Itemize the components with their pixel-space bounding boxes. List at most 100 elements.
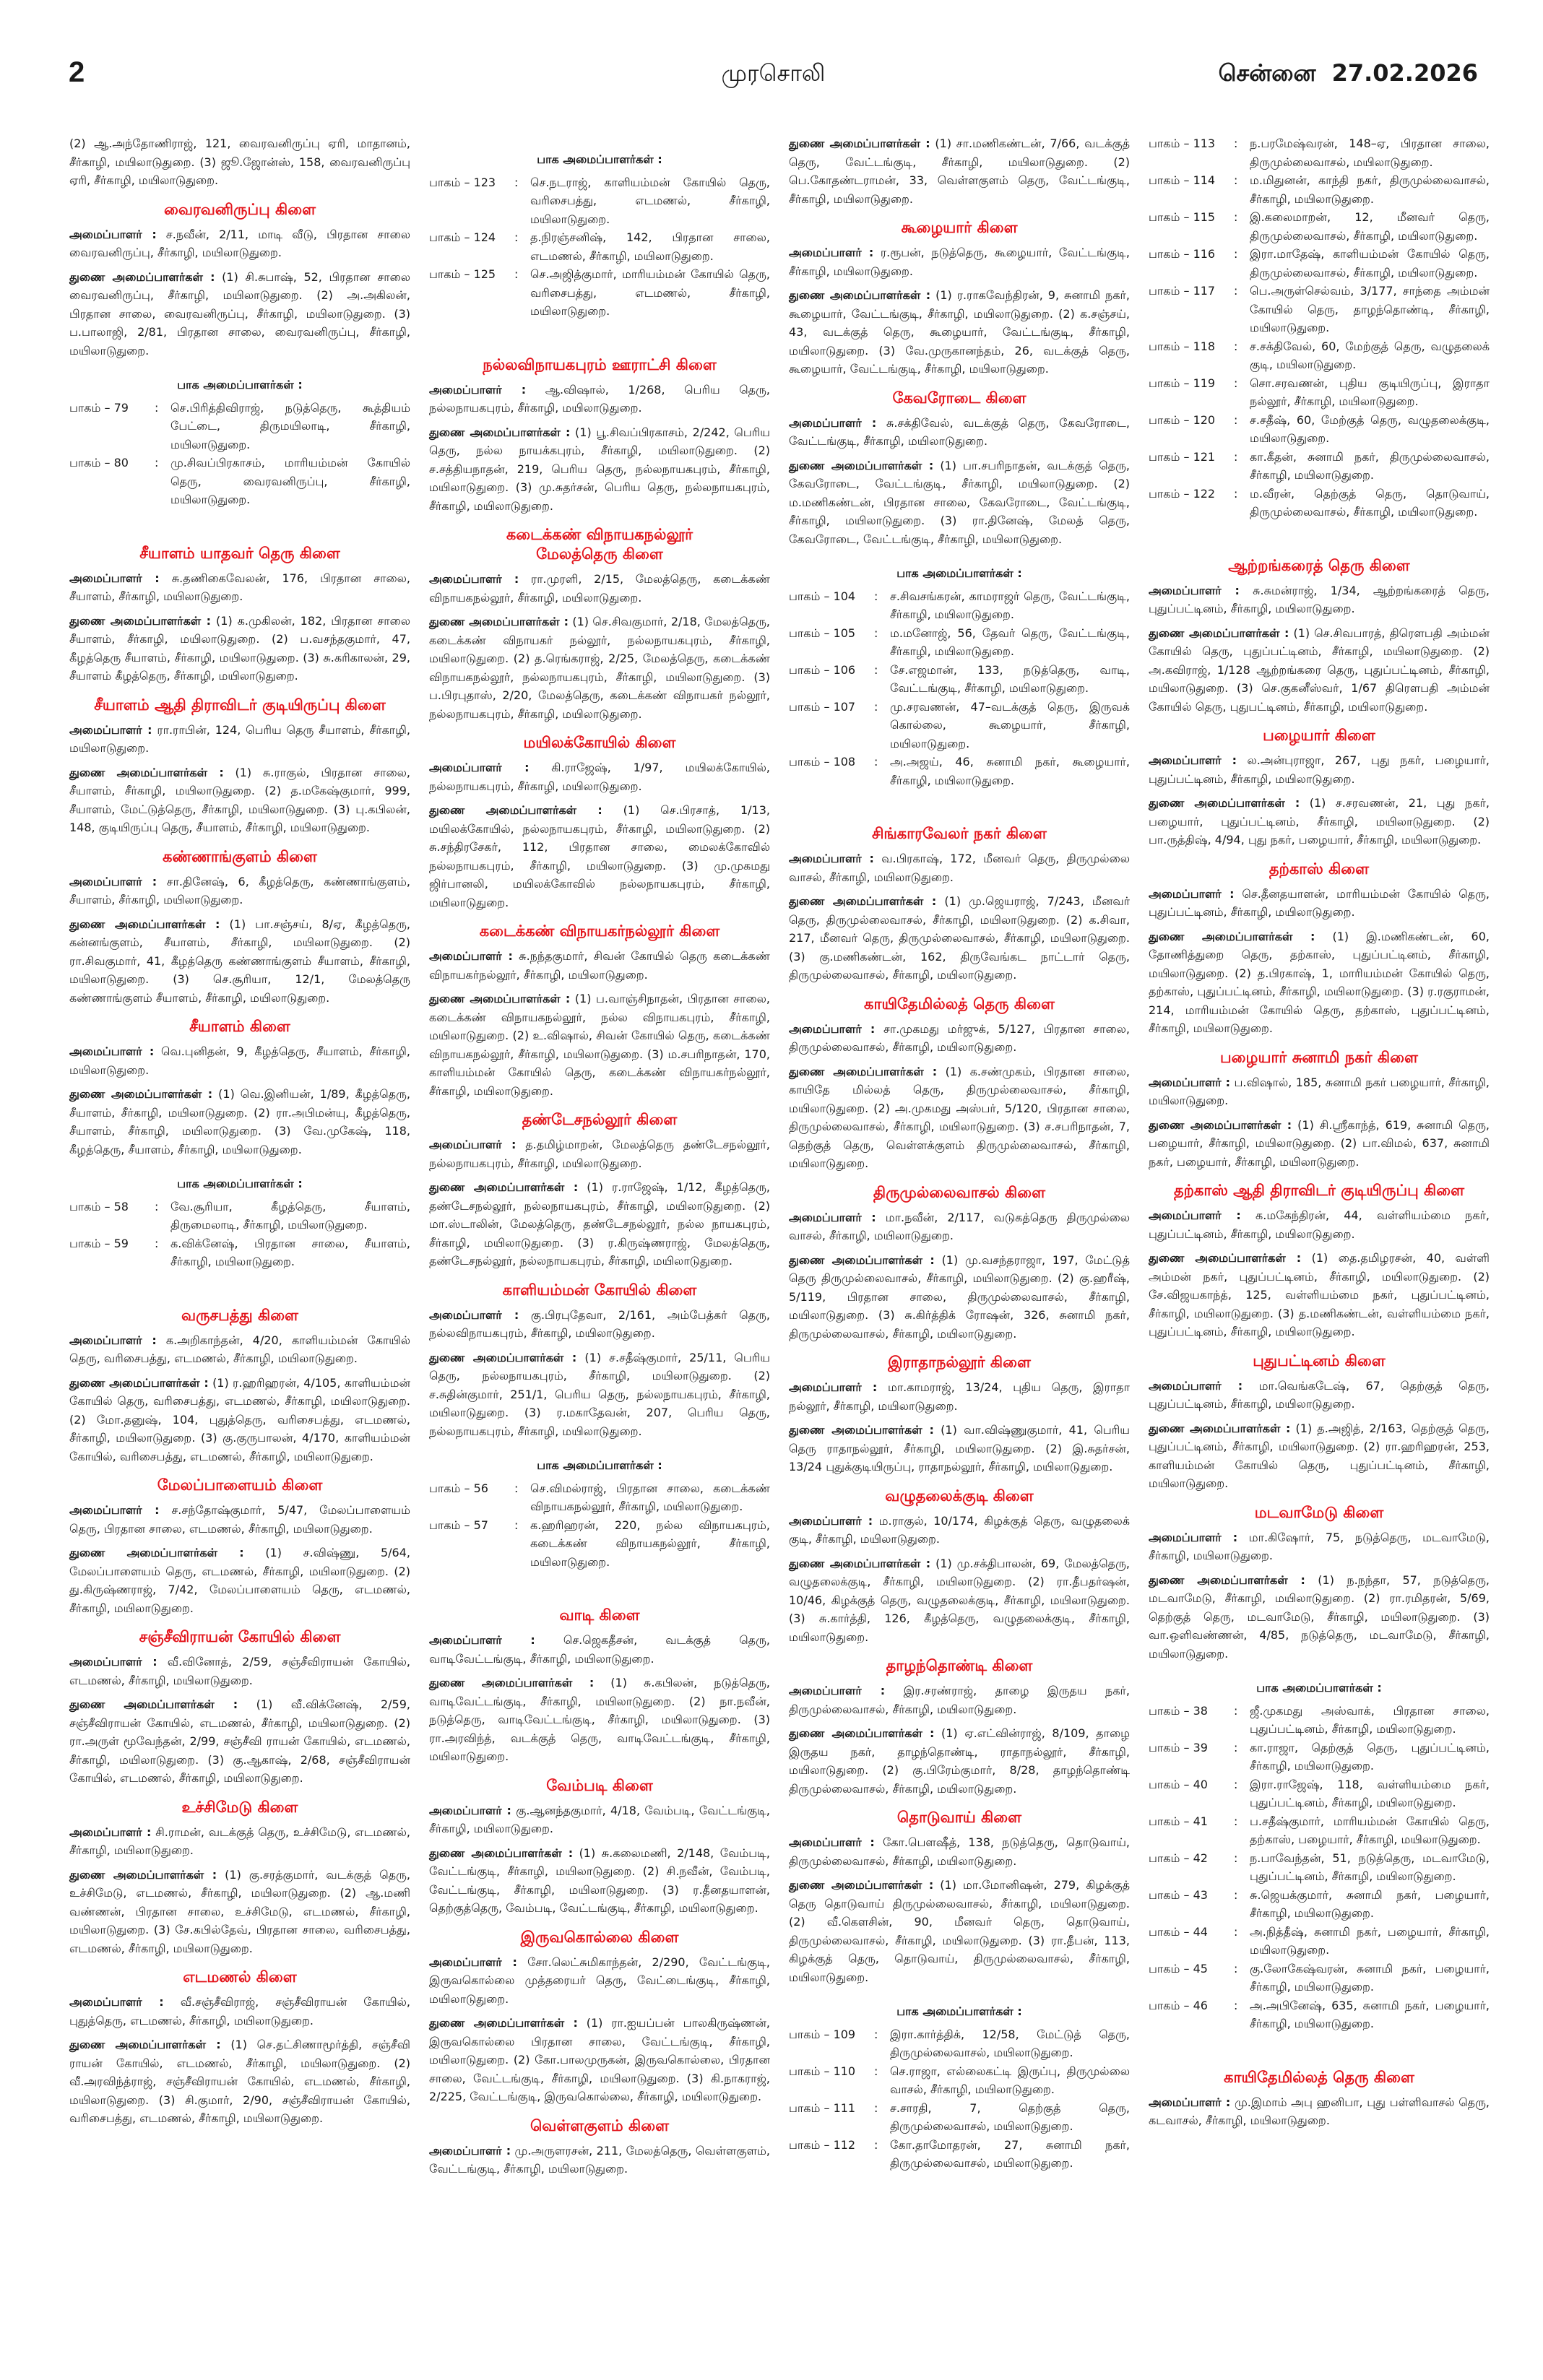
organizer-entry: அமைப்பாளர் : மா.நவீன், 2/117, வடுகத்தெரு… <box>789 1208 1130 1245</box>
section-label: பாகம் – <box>429 230 470 244</box>
section-number: பாகம் – 105 <box>789 624 874 643</box>
section-label: பாகம் – <box>69 1199 111 1213</box>
section-organizer-row: பாகம் – 106: சே.எஜமான், 133, நடுத்தெரு, வ… <box>789 661 1130 698</box>
section-organizer-row: பாகம் – 45: கு.லோகேஷ்வரன், சுனாமி நகர், ப… <box>1149 1960 1490 1996</box>
section-organizer-row: பாகம் – 117: பெ.அருள்செல்வம், 3/177, சாந்… <box>1149 282 1490 337</box>
section-organizer-row: பாகம் – 120: ச.சதீஷ், 60, மேற்குத் தெரு, … <box>1149 411 1490 448</box>
entry-label: அமைப்பாளர் : <box>789 852 874 865</box>
organizer-entry: அமைப்பாளர் : வெ.புனிதன், 9, கீழத்தெரு, ச… <box>69 1042 410 1079</box>
colon: : <box>1234 1777 1238 1791</box>
colon: : <box>514 1518 519 1532</box>
entry-text: வீ.சஞ்சீவிராஜ், சஞ்சீவிராயன் கோயில், புத… <box>69 1995 410 2028</box>
section-number: பாகம் – 107 <box>789 698 874 717</box>
section-number-value: 119 <box>1193 376 1216 390</box>
continued-text: (2) ஆ.அந்தோணிராஜ், 121, வைரவனிருப்பு ஏரி… <box>69 137 410 187</box>
section-organizer-text: ப.சதீஷ்குமார், மாரியம்மன் கோயில் தெரு, த… <box>1250 1814 1490 1847</box>
section-number: பாகம் – 109 <box>789 2025 874 2044</box>
entry-label: அமைப்பாளர் : <box>429 949 513 963</box>
colon: : <box>514 267 519 281</box>
organizer-entry: அமைப்பாளர் : ரா.முரளி, 2/15, மேலத்தெரு, … <box>429 570 770 607</box>
branch-heading: காயிதேமில்லத் தெரு கிளை <box>864 995 1055 1013</box>
section-organizer-text: செ.அஜித்குமார், மாரியம்மன் கோயில் தெரு, … <box>530 267 770 318</box>
colon: : <box>874 2100 878 2115</box>
section-organizer-row: பாகம் – 107: மு.சரவணன், 47–வடக்குத் தெரு,… <box>789 698 1130 753</box>
colon: : <box>1234 1887 1238 1902</box>
organizer-entry: அமைப்பாளர் : மு.அருளரசன், 211, மேலத்தெரு… <box>429 2142 770 2178</box>
branch-heading: வழுதலைக்குடி கிளை <box>885 1487 1034 1505</box>
entry-text: ல.அன்புராஜா, 267, புது நகர், பழையார், பு… <box>1149 753 1490 786</box>
entry-text: ரா.ராபின், 124, பெரிய தெரு சீயாளம், சீர்… <box>69 722 410 756</box>
deputy-organizers-entry: துணை அமைப்பாளர்கள் : (1) மு.சக்திபாலன், … <box>789 1554 1130 1647</box>
deputy-organizers-entry: துணை அமைப்பாளர்கள் : (1) ரா.ஐயப்பன் பாலக… <box>429 2014 770 2106</box>
section-label: பாகம் – <box>1149 210 1190 224</box>
entry-label: துணை அமைப்பாளர்கள் : <box>789 1556 931 1570</box>
section-organizer-text: செ.நடராஜ், காளியம்மன் கோயில் தெரு, வரிசை… <box>530 175 770 226</box>
branch-heading: வாடி கிளை <box>559 1606 640 1624</box>
section-number-value: 38 <box>1193 1703 1208 1718</box>
entry-label: அமைப்பாளர் : <box>429 1803 511 1817</box>
masthead: 2 முரசொலி சென்னை 27.02.2026 <box>69 56 1478 97</box>
section-number: பாகம் – 125 <box>429 265 514 284</box>
section-organizer-text: சொ.சரவணன், புதிய குடியிருப்பு, இராதா நல்… <box>1250 376 1490 409</box>
section-number-value: 122 <box>1193 486 1216 501</box>
deputy-organizers-entry: துணை அமைப்பாளர்கள் : (1) இ.மணிகண்டன், 60… <box>1149 927 1490 1038</box>
section-organizer-row: பாகம் – 116: இரா.மாதேஷ், காளியம்மன் கோயில… <box>1149 245 1490 282</box>
section-number-value: 43 <box>1193 1887 1208 1902</box>
section-label: பாகம் – <box>429 267 470 281</box>
section-organizer-row: பாகம் – 125: செ.அஜித்குமார், மாரியம்மன் க… <box>429 265 770 321</box>
section-organizer-text: கோ.தாமோதரன், 27, சுனாமி நகர், திருமுல்லை… <box>890 2137 1130 2171</box>
newspaper-name: முரசொலி <box>721 59 826 87</box>
section-number-value: 108 <box>833 755 856 769</box>
entry-text: ஆ.விஷால், 1/268, பெரிய தெரு, நல்லநாயகபுர… <box>429 382 770 415</box>
section-label: பாகம் – <box>789 589 830 603</box>
entry-text: (1) செ.பிரசாத், 1/13, மயிலக்கோயில், நல்ல… <box>429 803 770 909</box>
section-organizer-row: பாகம் – 118: ச.சக்திவேல், 60, மேற்குத் தெ… <box>1149 337 1490 374</box>
section-number: பாகம் – 111 <box>789 2099 874 2118</box>
section-organizer-text: அ.அபினேஷ், 635, சுனாமி நகர், பழையார், சீ… <box>1250 1998 1490 2031</box>
section-number-value: 104 <box>833 589 856 603</box>
section-organizer-row: பாகம் – 121: கா.கீதன், சுனாமி நகர், திரும… <box>1149 448 1490 485</box>
section-number-value: 120 <box>1193 412 1216 427</box>
entry-label: அமைப்பாளர் : <box>69 1825 152 1839</box>
entry-label: துணை அமைப்பாளர்கள் : <box>429 425 571 439</box>
section-organizers-heading: பாக அமைப்பாளர்கள் : <box>177 1177 303 1190</box>
section-organizer-row: பாகம் – 109: இரா.கார்த்திக், 12/58, மேட்ட… <box>789 2025 1130 2062</box>
section-label: பாகம் – <box>1149 284 1190 298</box>
section-organizer-text: கு.லோகேஷ்வரன், சுனாமி நகர், பழையார், சீர… <box>1250 1961 1490 1994</box>
entry-text: சா.முகமது மர்ஜுக், 5/127, பிரதான சாலை, த… <box>789 1021 1131 1055</box>
section-organizer-row: பாகம் – 38: ஜீ.முகமது அஸ்வாக், பிரதான சால… <box>1149 1702 1490 1739</box>
section-organizer-text: ச.சாரதி, 7, தெற்குத் தெரு, திருமுல்லைவாச… <box>890 2100 1130 2134</box>
branch-heading: கடைக்கண் விநாயகநல்லூர் மேலத்தெரு கிளை <box>506 526 693 563</box>
entry-text: (1) மு.சக்திபாலன், 69, மேலத்தெரு, வழுதலை… <box>789 1556 1130 1644</box>
deputy-organizers-entry: துணை அமைப்பாளர்கள் : (1) மா.மோனிஷன், 279… <box>789 1876 1130 1986</box>
entry-text: (1) சா.மணிகண்டன், 7/66, வடக்குத் தெரு, வ… <box>789 137 1130 206</box>
colon: : <box>1234 376 1238 390</box>
section-organizers-heading: பாக அமைப்பாளர்கள் : <box>896 2004 1022 2018</box>
section-label: பாகம் – <box>1149 1703 1190 1718</box>
entry-text: (1) இ.மணிகண்டன், 60, தோணித்துறை தெரு, தற… <box>1149 929 1490 1036</box>
section-organizer-text: ந.பரமேஷ்வரன், 148–ஏ, பிரதான சாலை, திருமு… <box>1250 137 1490 169</box>
deputy-organizers-entry: துணை அமைப்பாளர்கள் : (1) ச.சரவணன், 21, ப… <box>1149 794 1490 849</box>
entry-text: ப.விஷால், 185, சுனாமி நகர் பழையார், சீர்… <box>1149 1075 1490 1108</box>
section-number-value: 59 <box>113 1236 129 1250</box>
entry-label: அமைப்பாளர் : <box>69 1655 157 1669</box>
organizer-entry: அமைப்பாளர் : க.அறிகாந்தன், 4/20, காளியம்… <box>69 1331 410 1368</box>
section-number-value: 117 <box>1193 284 1216 298</box>
organizer-entry: அமைப்பாளர் : ம.ராகுல், 10/174, கிழக்குத்… <box>789 1512 1130 1549</box>
section-number: பாகம் – 113 <box>1149 134 1234 153</box>
entry-label: துணை அமைப்பாளர்கள் : <box>429 992 571 1005</box>
section-organizer-text: சே.எஜமான், 133, நடுத்தெரு, வாடி, வேட்டங்… <box>890 662 1130 696</box>
entry-text: மா.கிஷோர், 75, நடுத்தெரு, மடவாமேடு, சீர்… <box>1149 1530 1490 1563</box>
branch-heading: இராதாநல்லூர் கிளை <box>888 1354 1031 1371</box>
entry-label: அமைப்பாளர் : <box>429 1955 517 1969</box>
deputy-organizers-entry: துணை அமைப்பாளர்கள் : (1) ந.நந்தா, 57, நட… <box>1149 1571 1490 1663</box>
section-number-value: 113 <box>1193 137 1216 150</box>
section-number-value: 124 <box>473 230 496 244</box>
colon: : <box>1234 339 1238 353</box>
section-label: பாகம் – <box>429 1481 470 1495</box>
branch-heading: நல்லவிநாயகபுரம் ஊராட்சி கிளை <box>483 355 717 373</box>
section-organizers-list: பாகம் – 104: ச.சிவசங்கரன், காமராஜர் தெரு,… <box>789 587 1130 790</box>
entry-label: துணை அமைப்பாளர்கள் : <box>429 1180 579 1194</box>
section-label: பாகம் – <box>69 1236 111 1250</box>
section-number-value: 105 <box>833 626 856 640</box>
